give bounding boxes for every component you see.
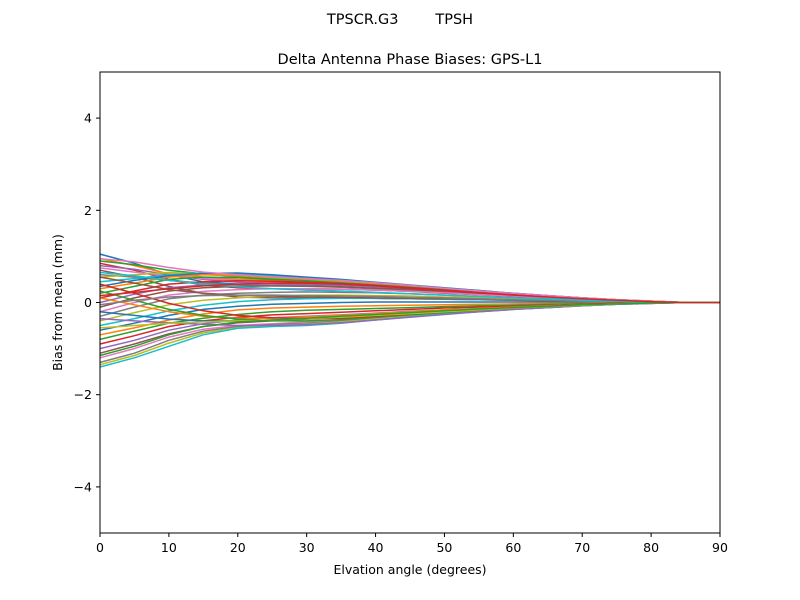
y-axis-label: Bias from mean (mm) xyxy=(50,234,65,371)
y-axis-ticks: −4 −2 0 2 4 xyxy=(74,111,100,494)
y-tick-label: −2 xyxy=(74,387,92,402)
x-tick-label: 40 xyxy=(368,540,384,555)
x-tick-label: 90 xyxy=(712,540,728,555)
x-tick-label: 0 xyxy=(96,540,104,555)
x-tick-label: 50 xyxy=(436,540,452,555)
y-tick-label: 4 xyxy=(84,111,92,126)
x-tick-label: 70 xyxy=(574,540,590,555)
y-tick-label: 0 xyxy=(84,295,92,310)
x-tick-label: 30 xyxy=(299,540,315,555)
x-tick-label: 20 xyxy=(230,540,246,555)
x-tick-label: 80 xyxy=(643,540,659,555)
series-line-40 xyxy=(99,271,720,304)
chart-title: Delta Antenna Phase Biases: GPS-L1 xyxy=(278,52,543,68)
chart-suptitle: TPSCR.G3 TPSH xyxy=(326,12,473,28)
series-line-42 xyxy=(99,282,720,304)
x-tick-label: 10 xyxy=(161,540,177,555)
y-tick-label: −4 xyxy=(74,479,92,494)
series-line-41 xyxy=(99,301,720,357)
x-axis-label: Elvation angle (degrees) xyxy=(333,562,486,577)
x-axis-ticks: 0 10 20 30 40 50 60 70 80 90 xyxy=(96,533,728,555)
y-tick-label: 2 xyxy=(84,203,92,218)
x-tick-label: 60 xyxy=(505,540,521,555)
series-layer xyxy=(99,253,720,368)
